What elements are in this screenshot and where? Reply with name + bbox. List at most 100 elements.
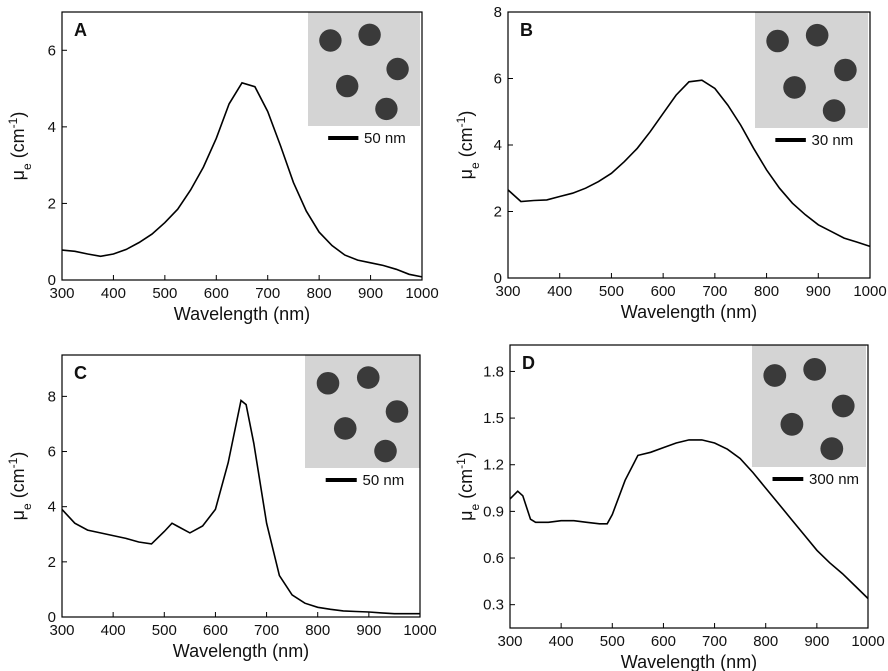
particle <box>333 417 357 440</box>
x-tick-label: 400 <box>547 283 572 300</box>
particle <box>358 23 381 46</box>
particle <box>316 371 340 395</box>
y-tick-label: 2 <box>48 554 56 571</box>
x-tick-label: 700 <box>702 633 727 650</box>
panel-label: D <box>522 353 535 373</box>
x-tick-label: 400 <box>101 622 126 639</box>
particle <box>763 364 787 387</box>
particle <box>386 57 409 81</box>
y-tick-label: 2 <box>48 195 56 212</box>
y-tick-label: 4 <box>494 137 502 154</box>
y-axis-label-part: μ <box>8 170 28 180</box>
y-tick-label: 0 <box>48 272 56 289</box>
particle <box>783 76 806 99</box>
x-tick-label: 800 <box>307 285 332 302</box>
y-tick-label: 6 <box>48 444 56 461</box>
y-axis-label-part: e <box>468 503 482 510</box>
y-tick-label: 6 <box>48 42 56 59</box>
x-tick-label: 700 <box>702 283 727 300</box>
y-axis-label-part: -1 <box>454 116 468 127</box>
y-axis-label: μe (cm-1) <box>6 112 34 181</box>
y-tick-label: 0.9 <box>483 503 504 520</box>
x-tick-label: 900 <box>806 283 831 300</box>
x-tick-label: 800 <box>754 283 779 300</box>
y-tick-label: 6 <box>494 71 502 88</box>
y-tick-label: 1.5 <box>483 410 504 427</box>
x-tick-label: 1000 <box>403 622 436 639</box>
y-axis-label: μe (cm-1) <box>454 111 482 180</box>
y-axis-label-part: e <box>20 503 34 510</box>
x-tick-label: 300 <box>49 622 74 639</box>
particle <box>803 358 827 381</box>
particle <box>780 412 804 436</box>
y-axis-label-part: -1 <box>6 457 20 468</box>
particle <box>375 97 398 121</box>
y-axis-label-part: e <box>20 163 34 170</box>
scale-bar-label: 30 nm <box>812 132 854 149</box>
y-axis-label-part: ) <box>456 452 476 458</box>
x-tick-label: 400 <box>101 285 126 302</box>
panel-label: C <box>74 363 87 383</box>
y-tick-label: 1.2 <box>483 457 504 474</box>
x-tick-label: 1000 <box>853 283 886 300</box>
x-tick-label: 500 <box>600 633 625 650</box>
y-axis-label-part: (cm <box>456 127 476 162</box>
y-tick-label: 0 <box>494 270 502 287</box>
x-tick-label: 300 <box>497 633 522 650</box>
x-tick-label: 600 <box>651 633 676 650</box>
x-tick-label: 700 <box>254 622 279 639</box>
y-axis-label-part: μ <box>8 510 28 520</box>
x-tick-label: 800 <box>753 633 778 650</box>
scale-bar-label: 50 nm <box>363 472 405 489</box>
plot-frame <box>61 354 421 618</box>
particle <box>805 23 829 47</box>
y-tick-label: 0.6 <box>483 550 504 567</box>
scale-bar-label: 300 nm <box>809 471 859 488</box>
x-tick-label: 600 <box>203 622 228 639</box>
x-tick-label: 500 <box>152 285 177 302</box>
x-tick-label: 900 <box>358 285 383 302</box>
particle <box>766 29 789 53</box>
spectrum-line <box>61 399 420 615</box>
y-tick-label: 8 <box>494 4 502 21</box>
spectrum-line <box>507 79 871 248</box>
particle <box>374 439 397 463</box>
particle <box>834 58 857 82</box>
x-axis-label: Wavelength (nm) <box>174 304 310 324</box>
x-tick-label: 600 <box>651 283 676 300</box>
panel-label: B <box>520 20 533 40</box>
y-axis-label-part: μ <box>456 169 476 179</box>
y-axis-label: μe (cm-1) <box>454 452 482 521</box>
y-tick-label: 4 <box>48 119 56 136</box>
y-tick-label: 0.3 <box>483 597 504 614</box>
panel-label: A <box>74 20 87 40</box>
y-axis-label: μe (cm-1) <box>6 452 34 521</box>
particle <box>822 99 846 122</box>
x-tick-label: 500 <box>152 622 177 639</box>
y-axis-label-part: -1 <box>6 117 20 128</box>
y-axis-label-part: -1 <box>454 458 468 469</box>
x-tick-label: 300 <box>49 285 74 302</box>
plot-frame <box>61 11 423 281</box>
y-axis-label-part: (cm <box>8 468 28 503</box>
x-tick-label: 1000 <box>851 633 884 650</box>
y-tick-label: 1.8 <box>483 363 504 380</box>
y-tick-label: 8 <box>48 388 56 405</box>
scale-bar-label: 50 nm <box>364 130 406 147</box>
x-tick-label: 1000 <box>405 285 438 302</box>
x-tick-label: 700 <box>255 285 280 302</box>
particle <box>336 74 359 98</box>
x-tick-label: 600 <box>204 285 229 302</box>
x-axis-label: Wavelength (nm) <box>621 302 757 322</box>
x-tick-label: 900 <box>356 622 381 639</box>
y-axis-label-part: ) <box>8 112 28 118</box>
x-tick-label: 300 <box>495 283 520 300</box>
x-tick-label: 900 <box>804 633 829 650</box>
particle <box>831 394 855 418</box>
x-axis-label: Wavelength (nm) <box>173 641 309 661</box>
particle <box>820 437 844 461</box>
y-tick-label: 4 <box>48 499 56 516</box>
x-tick-label: 800 <box>305 622 330 639</box>
spectrum-line <box>61 81 423 278</box>
